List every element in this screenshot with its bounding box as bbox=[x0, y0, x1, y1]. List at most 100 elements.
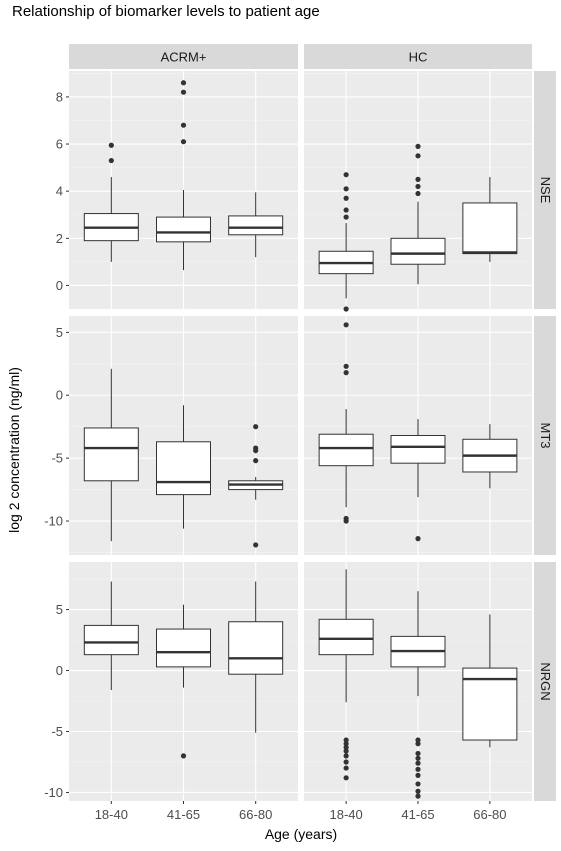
row-strip-label: MT3 bbox=[538, 423, 553, 449]
y-tick-label: 4 bbox=[56, 184, 63, 199]
outlier-point bbox=[343, 775, 349, 781]
y-tick-label: 5 bbox=[56, 602, 63, 617]
boxplot-ACRM+-18-40 bbox=[83, 581, 139, 691]
outlier-point bbox=[415, 772, 421, 778]
outlier-point bbox=[253, 458, 259, 464]
box-iqr bbox=[156, 441, 211, 496]
y-tick-label: 8 bbox=[56, 89, 63, 104]
box-iqr bbox=[228, 621, 284, 675]
boxplot-HC-66-80 bbox=[462, 177, 518, 262]
boxplot-HC-41-65 bbox=[390, 419, 446, 542]
boxplot-ACRM+-18-40 bbox=[83, 142, 139, 262]
y-tick-label: 5 bbox=[56, 325, 63, 340]
box-iqr bbox=[390, 435, 446, 464]
x-tick-label: 66-80 bbox=[239, 807, 272, 822]
y-tick-label: 6 bbox=[56, 137, 63, 152]
boxplot-HC-66-80 bbox=[462, 614, 518, 748]
y-axis-label: log 2 concentration (ng/ml) bbox=[6, 367, 22, 533]
x-tick-label: 41-65 bbox=[167, 807, 200, 822]
outlier-point bbox=[253, 424, 259, 430]
outlier-point bbox=[180, 80, 187, 86]
outlier-point bbox=[415, 755, 421, 761]
boxplot-HC-18-40 bbox=[318, 322, 374, 524]
boxplot-ACRM+-66-80 bbox=[228, 424, 284, 548]
outlier-point bbox=[415, 183, 421, 190]
y-tick-label: -5 bbox=[51, 451, 63, 466]
boxplot-HC-41-65 bbox=[390, 143, 446, 285]
x-tick-label: 41-65 bbox=[401, 807, 434, 822]
outlier-point bbox=[343, 306, 349, 312]
boxplot-ACRM+-18-40 bbox=[83, 368, 139, 542]
row-strip-1 bbox=[534, 316, 556, 555]
box-iqr bbox=[318, 618, 374, 656]
facet-strip-label: ACRM+ bbox=[161, 50, 207, 65]
outlier-point bbox=[415, 766, 421, 772]
outlier-point bbox=[253, 542, 259, 548]
boxplot-ACRM+-41-65 bbox=[156, 604, 211, 759]
outlier-point bbox=[343, 741, 349, 747]
outlier-point bbox=[108, 157, 114, 164]
facet-strip-1 bbox=[304, 44, 532, 69]
outlier-point bbox=[180, 753, 187, 759]
outlier-point bbox=[343, 186, 349, 192]
row-strip-2 bbox=[534, 562, 556, 801]
row-strip-label: NSE bbox=[538, 177, 553, 204]
outlier-point bbox=[343, 748, 349, 754]
outlier-point bbox=[343, 753, 349, 759]
outlier-point bbox=[343, 172, 349, 178]
x-axis-label: Age (years) bbox=[265, 826, 337, 842]
y-tick-label: -10 bbox=[44, 785, 63, 800]
boxplot-ACRM+-66-80 bbox=[228, 581, 284, 733]
outlier-point bbox=[180, 139, 187, 145]
box-iqr bbox=[390, 237, 446, 265]
row-strip-label: NRGN bbox=[538, 662, 553, 700]
outlier-point bbox=[343, 207, 349, 213]
outlier-point bbox=[343, 518, 349, 524]
box-iqr bbox=[156, 628, 211, 668]
outlier-point bbox=[415, 176, 421, 182]
y-tick-label: 2 bbox=[56, 231, 63, 246]
boxplot-ACRM+-41-65 bbox=[156, 80, 211, 271]
outlier-point bbox=[343, 744, 349, 750]
outlier-point bbox=[343, 322, 349, 328]
outlier-point bbox=[343, 195, 349, 201]
outlier-point bbox=[415, 760, 421, 766]
outlier-point bbox=[415, 788, 421, 794]
outlier-point bbox=[343, 363, 349, 369]
outlier-point bbox=[343, 370, 349, 376]
y-tick-label: -5 bbox=[51, 724, 63, 739]
y-tick-label: 0 bbox=[56, 278, 63, 293]
box-iqr bbox=[156, 216, 211, 243]
outlier-point bbox=[343, 214, 349, 220]
box-iqr bbox=[228, 215, 284, 236]
outlier-point bbox=[415, 750, 421, 757]
outlier-point bbox=[415, 793, 421, 799]
outlier-point bbox=[415, 143, 421, 150]
box-iqr bbox=[318, 433, 374, 467]
boxplot-HC-41-65 bbox=[390, 591, 446, 799]
outlier-point bbox=[180, 122, 187, 128]
row-strip-0 bbox=[534, 71, 556, 309]
outlier-point bbox=[415, 190, 421, 197]
facet-strip-label: HC bbox=[409, 50, 428, 65]
box-iqr bbox=[83, 624, 139, 656]
outlier-point bbox=[415, 737, 421, 743]
outlier-point bbox=[343, 765, 349, 771]
boxplot-ACRM+-66-80 bbox=[228, 192, 284, 258]
boxplot-HC-18-40 bbox=[318, 569, 374, 781]
x-tick-label: 66-80 bbox=[473, 807, 506, 822]
outlier-point bbox=[253, 447, 259, 454]
boxplot-ACRM+-41-65 bbox=[156, 405, 211, 529]
y-tick-label: 0 bbox=[56, 663, 63, 678]
facet-strip-0 bbox=[69, 44, 298, 69]
outlier-point bbox=[415, 536, 421, 542]
x-tick-label: 18-40 bbox=[330, 807, 363, 822]
box-iqr bbox=[462, 202, 518, 255]
y-tick-label: 0 bbox=[56, 388, 63, 403]
y-tick-label: -10 bbox=[44, 514, 63, 529]
boxplot-HC-18-40 bbox=[318, 172, 374, 312]
chart-title: Relationship of biomarker levels to pati… bbox=[12, 3, 320, 20]
outlier-point bbox=[415, 153, 421, 159]
